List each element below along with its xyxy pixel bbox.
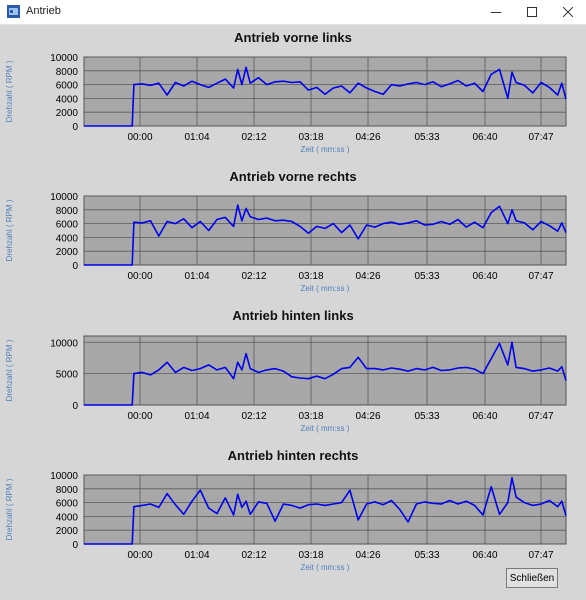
x-tick-label: 06:40 (472, 550, 497, 561)
x-tick-label: 02:12 (241, 550, 266, 561)
y-tick-label: 8000 (56, 67, 79, 78)
y-tick-label: 10000 (50, 192, 78, 203)
x-tick-label: 05:33 (414, 132, 439, 143)
x-tick-label: 01:04 (184, 271, 209, 282)
x-tick-label: 06:40 (472, 271, 497, 282)
x-tick-label: 00:00 (127, 132, 152, 143)
x-tick-label: 07:47 (528, 550, 553, 561)
x-tick-label: 00:00 (127, 271, 152, 282)
close-window-button[interactable] (550, 0, 586, 24)
y-tick-label: 0 (72, 122, 78, 133)
chart-1: Antrieb vorne links 0 2000 4000 6000 8000 1000… (5, 30, 567, 154)
y-tick-label: 0 (72, 261, 78, 272)
app-icon (7, 5, 20, 18)
chart-4: Antrieb hinten rechts 0 2000 4000 6000 8000 10… (5, 448, 567, 572)
y-axis-label: Drehzahl ( RPM ) (5, 199, 14, 261)
x-tick-label: 07:47 (528, 132, 553, 143)
chart-title: Antrieb hinten links (232, 308, 353, 323)
x-tick-label: 00:00 (127, 411, 152, 422)
x-tick-label: 02:12 (241, 411, 266, 422)
plot-area (83, 474, 567, 545)
schliessen-button[interactable]: Schließen (506, 568, 558, 588)
x-tick-label: 05:33 (414, 411, 439, 422)
series-line (84, 66, 567, 127)
y-tick-label: 6000 (56, 81, 79, 92)
chart-2: Antrieb vorne rechts 0 2000 4000 6000 8000 100… (5, 169, 567, 293)
x-axis-label: Zeit ( mm:ss ) (301, 145, 350, 154)
x-tick-label: 06:40 (472, 132, 497, 143)
y-tick-label: 0 (72, 540, 78, 551)
minimize-icon (491, 12, 501, 13)
x-tick-label: 05:33 (414, 550, 439, 561)
x-tick-label: 04:26 (355, 271, 380, 282)
y-tick-label: 2000 (56, 526, 79, 537)
series-line (84, 341, 567, 406)
chart-title: Antrieb hinten rechts (228, 448, 359, 463)
series-line (84, 476, 567, 545)
x-tick-label: 01:04 (184, 411, 209, 422)
minimize-button[interactable] (478, 0, 514, 24)
x-tick-label: 01:04 (184, 132, 209, 143)
maximize-button[interactable] (514, 0, 550, 24)
plot-area (83, 56, 567, 127)
chart-title: Antrieb vorne links (234, 30, 352, 45)
y-tick-label: 6000 (56, 220, 79, 231)
x-tick-label: 07:47 (528, 411, 553, 422)
y-tick-label: 8000 (56, 485, 79, 496)
y-axis-label: Drehzahl ( RPM ) (5, 478, 14, 540)
y-tick-label: 10000 (50, 338, 78, 349)
y-axis-label: Drehzahl ( RPM ) (5, 60, 14, 122)
x-tick-label: 07:47 (528, 271, 553, 282)
x-tick-label: 02:12 (241, 132, 266, 143)
x-tick-label: 04:26 (355, 132, 380, 143)
y-tick-label: 5000 (56, 370, 79, 381)
x-tick-label: 03:18 (298, 550, 323, 561)
x-tick-label: 02:12 (241, 271, 266, 282)
x-tick-label: 04:26 (355, 550, 380, 561)
window-title: Antrieb (26, 5, 61, 17)
chart-title: Antrieb vorne rechts (229, 169, 356, 184)
x-tick-label: 03:18 (298, 271, 323, 282)
y-tick-label: 8000 (56, 206, 79, 217)
x-axis-label: Zeit ( mm:ss ) (301, 563, 350, 572)
y-tick-label: 4000 (56, 233, 79, 244)
x-tick-label: 01:04 (184, 550, 209, 561)
y-tick-label: 6000 (56, 499, 79, 510)
series-line (84, 204, 567, 266)
chart-3: Antrieb hinten links 0 5000 10000 00:00 01:04… (5, 308, 567, 433)
y-tick-label: 2000 (56, 108, 79, 119)
plot-area (83, 335, 567, 406)
y-tick-label: 10000 (50, 53, 78, 64)
x-tick-label: 04:26 (355, 411, 380, 422)
x-tick-label: 03:18 (298, 411, 323, 422)
x-axis-label: Zeit ( mm:ss ) (301, 284, 350, 293)
y-tick-label: 4000 (56, 512, 79, 523)
close-icon (563, 7, 573, 17)
y-tick-label: 10000 (50, 471, 78, 482)
x-tick-label: 05:33 (414, 271, 439, 282)
maximize-icon (527, 7, 537, 17)
x-tick-label: 00:00 (127, 550, 152, 561)
y-axis-label: Drehzahl ( RPM ) (5, 339, 14, 401)
title-bar[interactable]: Antrieb (0, 0, 586, 25)
y-tick-label: 4000 (56, 94, 79, 105)
plot-area (83, 195, 567, 266)
x-tick-label: 06:40 (472, 411, 497, 422)
x-axis-label: Zeit ( mm:ss ) (301, 424, 350, 433)
x-tick-label: 03:18 (298, 132, 323, 143)
y-tick-label: 2000 (56, 247, 79, 258)
y-tick-label: 0 (72, 401, 78, 412)
